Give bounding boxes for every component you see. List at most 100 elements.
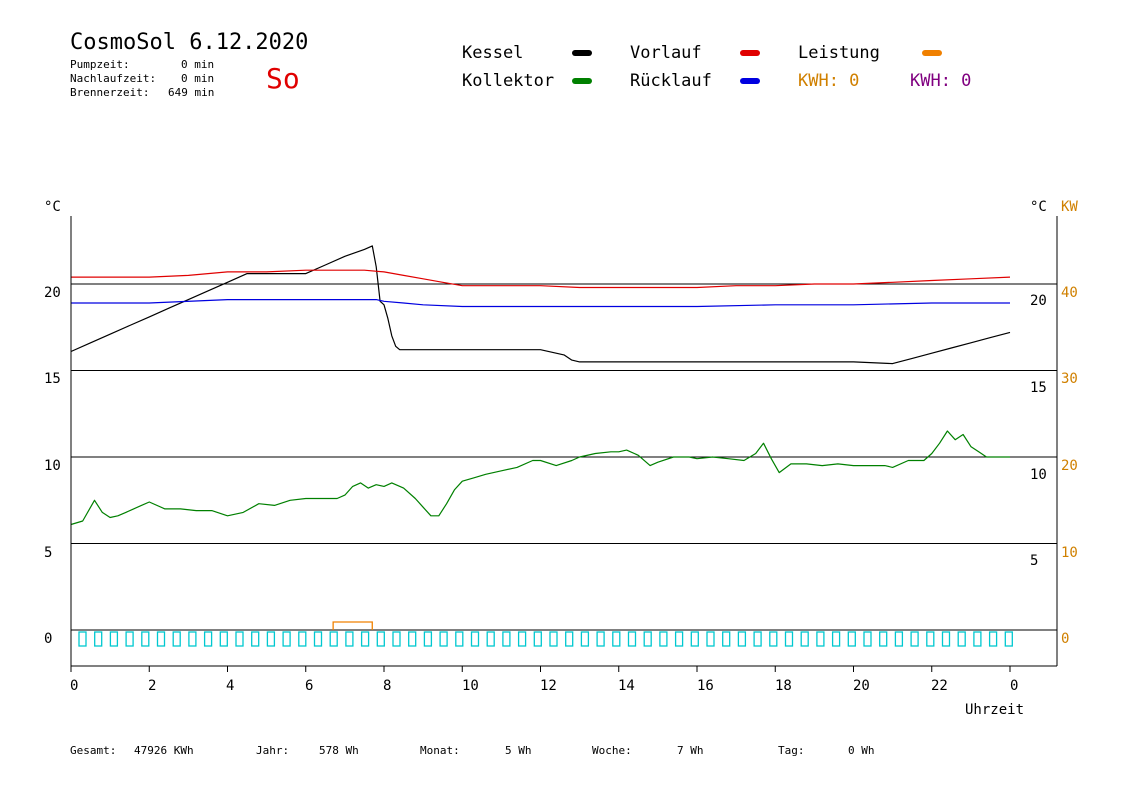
x-tick-0: 0 (70, 678, 79, 694)
pump-marker (423, 631, 433, 647)
pump-marker (831, 631, 841, 647)
series-line-kessel (70, 245, 1011, 365)
pump-marker (156, 631, 166, 647)
pump-marker (816, 631, 825, 647)
pump-marker (988, 631, 998, 647)
pump-marker (502, 631, 511, 647)
pump-marker (894, 631, 904, 647)
y-right-kw-tick-0: 0 (1061, 631, 1070, 647)
y-left-tick-20: 20 (44, 285, 61, 301)
pump-marker (1004, 631, 1013, 647)
brenner-label: Brennerzeit: (70, 86, 150, 99)
pump-marker (376, 631, 385, 647)
y-right-kw-tick-20: 20 (1061, 458, 1078, 474)
pump-marker (769, 631, 778, 647)
week-label: Woche: (592, 744, 632, 757)
pump-marker (360, 631, 370, 647)
pump-marker (784, 631, 794, 647)
pump-marker (392, 631, 401, 647)
nachlauf-label: Nachlaufzeit: (70, 72, 157, 85)
series-line-vorlauf (71, 269, 1011, 289)
pump-marker (879, 631, 888, 647)
series-line-kollektor (70, 430, 1010, 526)
pump-marker (235, 631, 244, 647)
pump-marker (470, 631, 480, 647)
y-right-kw-tick-30: 30 (1061, 371, 1078, 387)
pump-marker (973, 631, 982, 647)
y-right-c-tick-15: 15 (1030, 380, 1047, 396)
series-line-rcklauf (71, 299, 1010, 308)
pump-marker (94, 631, 103, 647)
x-tick-16: 16 (697, 678, 714, 694)
week-value: 7 Wh (677, 744, 704, 757)
pump-marker (659, 631, 668, 647)
year-label: Jahr: (256, 744, 290, 757)
y-right-unit-kw: KW (1061, 199, 1078, 215)
pump-marker (298, 631, 307, 647)
x-tick-14: 14 (618, 678, 635, 694)
pump-marker (863, 631, 872, 647)
pump-marker (926, 631, 935, 647)
x-tick-6: 6 (305, 678, 314, 694)
pump-marker (251, 631, 260, 647)
legend-ruecklauf: Rücklauf (630, 71, 712, 91)
pump-marker (172, 631, 181, 647)
x-tick-2: 2 (148, 678, 157, 694)
legend-kwh-2: KWH: 0 (910, 71, 972, 91)
y-right-unit-c: °C (1030, 199, 1047, 215)
pump-marker (847, 631, 856, 647)
month-value: 5 Wh (505, 744, 532, 757)
legend-kessel: Kessel (462, 43, 524, 63)
x-tick-22: 22 (931, 678, 948, 694)
total-label: Gesamt: (70, 744, 117, 757)
legend-leistung-swatch (922, 50, 942, 56)
y-left-tick-15: 15 (44, 371, 61, 387)
x-tick-10: 10 (462, 678, 479, 694)
total-value: 47926 KWh (134, 744, 194, 757)
pump-label: Pumpzeit: (70, 58, 130, 71)
pump-marker (345, 631, 354, 647)
pump-marker (706, 631, 715, 647)
pump-marker (125, 631, 134, 647)
day-total-label: Tag: (778, 744, 805, 757)
y-right-kw-tick-10: 10 (1061, 545, 1078, 561)
x-tick-20: 20 (853, 678, 870, 694)
x-tick-4: 4 (226, 678, 235, 694)
legend-leistung: Leistung (798, 43, 880, 63)
y-right-c-tick-20: 20 (1030, 293, 1047, 309)
year-value: 578 Wh (319, 744, 359, 757)
pump-marker (580, 631, 590, 647)
pump-marker (455, 631, 464, 647)
pump-marker (533, 631, 542, 647)
legend-vorlauf-swatch (740, 50, 760, 56)
legend-kollektor: Kollektor (462, 71, 555, 91)
pump-marker (690, 631, 699, 647)
pump-marker (596, 631, 605, 647)
day-total-value: 0 Wh (848, 744, 875, 757)
legend-kessel-swatch (572, 50, 592, 56)
pump-marker (282, 631, 291, 647)
pump-value: 0 min (181, 58, 215, 71)
month-label: Monat: (420, 744, 460, 757)
pump-marker (219, 631, 228, 647)
pump-marker (612, 631, 621, 647)
y-right-kw-tick-40: 40 (1061, 285, 1078, 301)
y-right-c-tick-5: 5 (1030, 553, 1039, 569)
x-tick-18: 18 (775, 678, 792, 694)
pump-marker (517, 631, 527, 647)
y-right-c-tick-10: 10 (1030, 467, 1047, 483)
pump-marker (141, 631, 150, 647)
pump-marker (800, 631, 809, 647)
pump-marker (313, 631, 323, 647)
x-tick-8: 8 (383, 678, 392, 694)
y-left-tick-0: 0 (44, 631, 53, 647)
y-left-tick-5: 5 (44, 545, 53, 561)
pump-marker (188, 631, 197, 647)
legend-vorlauf: Vorlauf (630, 43, 702, 63)
burner-marker (332, 621, 373, 630)
pump-marker (565, 631, 574, 647)
x-tick-12: 12 (540, 678, 557, 694)
pump-marker (941, 631, 951, 647)
pump-marker (439, 631, 448, 647)
